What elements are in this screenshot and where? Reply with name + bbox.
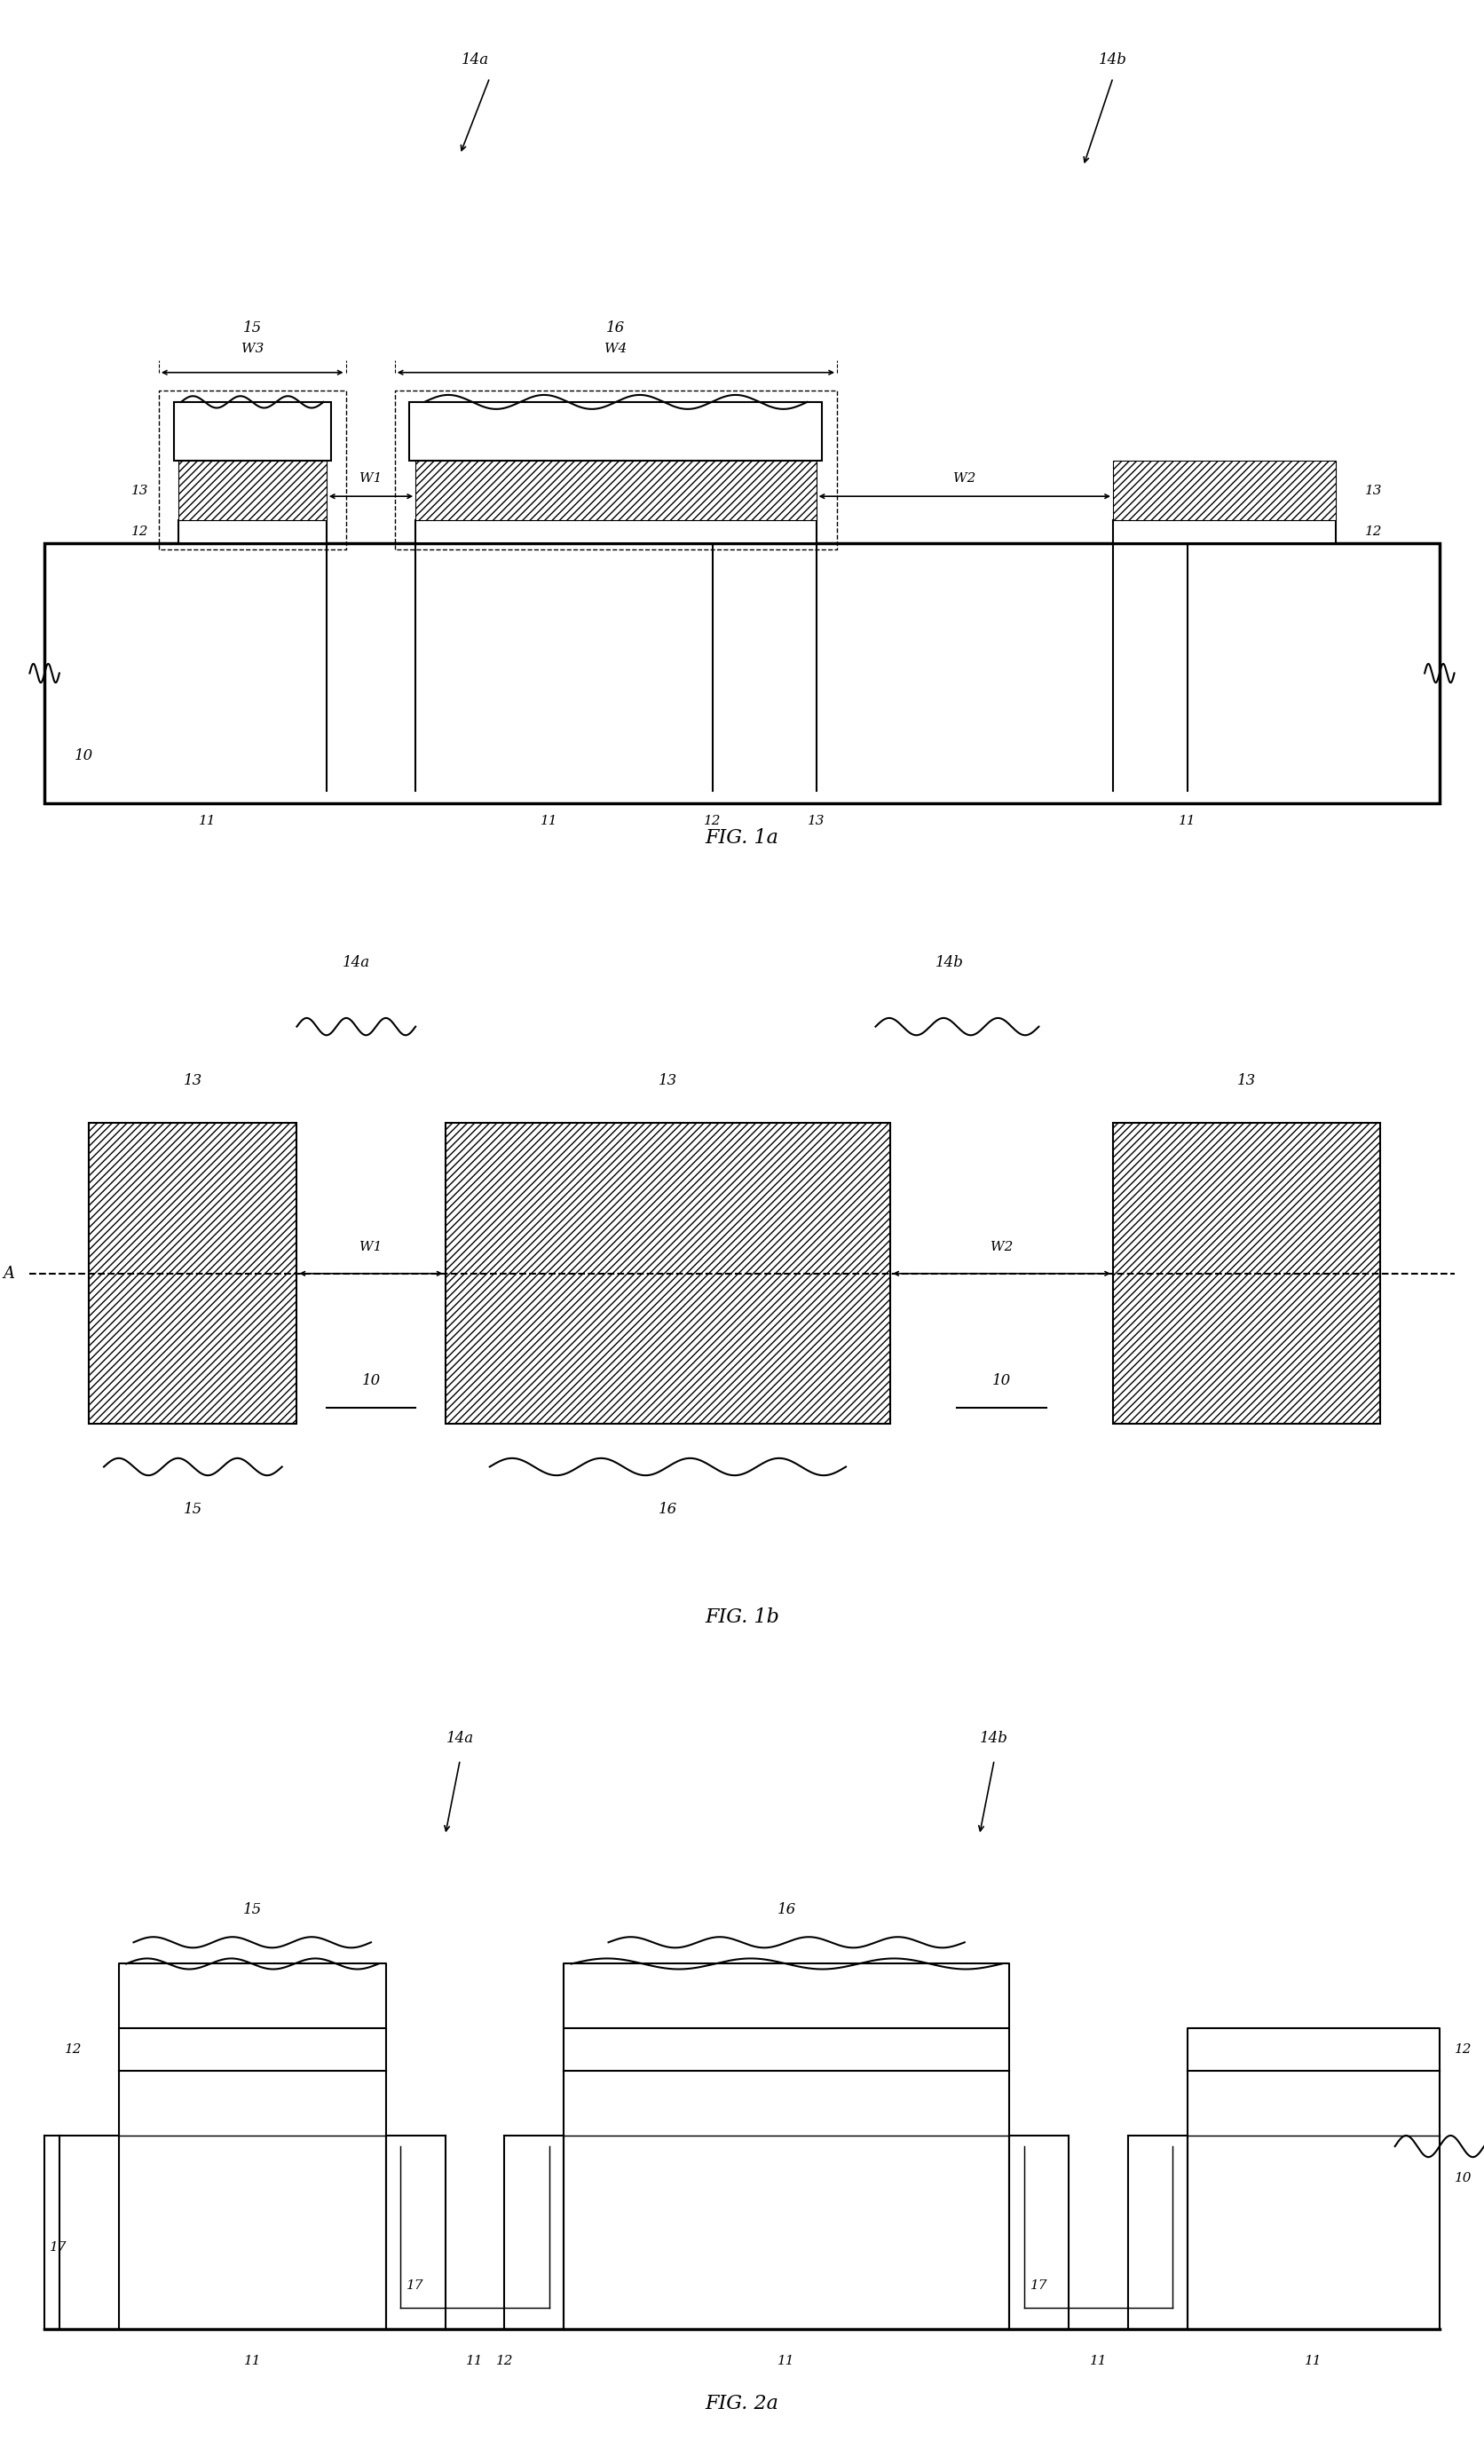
Bar: [1113, 461, 1336, 520]
Text: 17: 17: [1030, 2279, 1048, 2292]
Bar: [89, 1124, 297, 1424]
Text: FIG. 1a: FIG. 1a: [705, 828, 779, 848]
Bar: [45, 545, 1439, 803]
Text: 11: 11: [466, 2356, 484, 2368]
Text: 10: 10: [74, 749, 93, 764]
Text: 11: 11: [1304, 2356, 1322, 2368]
Text: 14a: 14a: [343, 954, 370, 971]
Text: 14a: 14a: [462, 52, 488, 67]
Text: 17: 17: [407, 2279, 424, 2292]
Text: 15: 15: [243, 320, 261, 335]
Bar: [174, 402, 331, 461]
Text: 13: 13: [1238, 1072, 1255, 1087]
Text: 12: 12: [1454, 2043, 1472, 2055]
Text: 15: 15: [243, 1902, 261, 1917]
Text: FIG. 2a: FIG. 2a: [705, 2395, 779, 2415]
Text: 13: 13: [659, 1072, 677, 1087]
Text: 13: 13: [1365, 485, 1383, 498]
Text: 11: 11: [1178, 816, 1196, 828]
Text: 11: 11: [1089, 2356, 1107, 2368]
Text: 14b: 14b: [935, 954, 965, 971]
Text: W2: W2: [990, 1239, 1014, 1252]
Text: 14a: 14a: [447, 1730, 473, 1747]
Text: 15: 15: [184, 1503, 202, 1518]
Text: 12: 12: [703, 816, 721, 828]
Bar: [416, 520, 816, 545]
Bar: [416, 461, 816, 520]
Text: W2: W2: [953, 473, 976, 485]
Text: 12: 12: [496, 2356, 513, 2368]
Text: 16: 16: [659, 1503, 677, 1518]
Text: 10: 10: [1454, 2173, 1472, 2186]
Text: W1: W1: [359, 473, 383, 485]
Text: 11: 11: [199, 816, 217, 828]
Text: 10: 10: [362, 1372, 380, 1387]
Text: 16: 16: [778, 1902, 795, 1917]
Bar: [445, 1124, 890, 1424]
Text: 16: 16: [607, 320, 625, 335]
Text: 11: 11: [540, 816, 558, 828]
Text: 12: 12: [131, 525, 148, 537]
Text: 13: 13: [807, 816, 825, 828]
Text: 11: 11: [243, 2356, 261, 2368]
Text: 13: 13: [184, 1072, 202, 1087]
Bar: [410, 402, 822, 461]
Bar: [1113, 520, 1336, 545]
Bar: [178, 520, 326, 545]
Bar: [1113, 1124, 1380, 1424]
Text: W3: W3: [240, 342, 264, 355]
Text: 11: 11: [778, 2356, 795, 2368]
Text: 17: 17: [49, 2242, 67, 2255]
Text: 14b: 14b: [1098, 52, 1128, 67]
Bar: [178, 461, 326, 520]
Text: 13: 13: [131, 485, 148, 498]
Text: 14b: 14b: [979, 1730, 1009, 1747]
Text: W4: W4: [604, 342, 628, 355]
Text: FIG. 1b: FIG. 1b: [705, 1607, 779, 1626]
Text: 10: 10: [993, 1372, 1011, 1387]
Text: A: A: [3, 1266, 15, 1281]
Text: W1: W1: [359, 1239, 383, 1252]
Text: 12: 12: [1365, 525, 1383, 537]
Text: 12: 12: [64, 2043, 82, 2055]
